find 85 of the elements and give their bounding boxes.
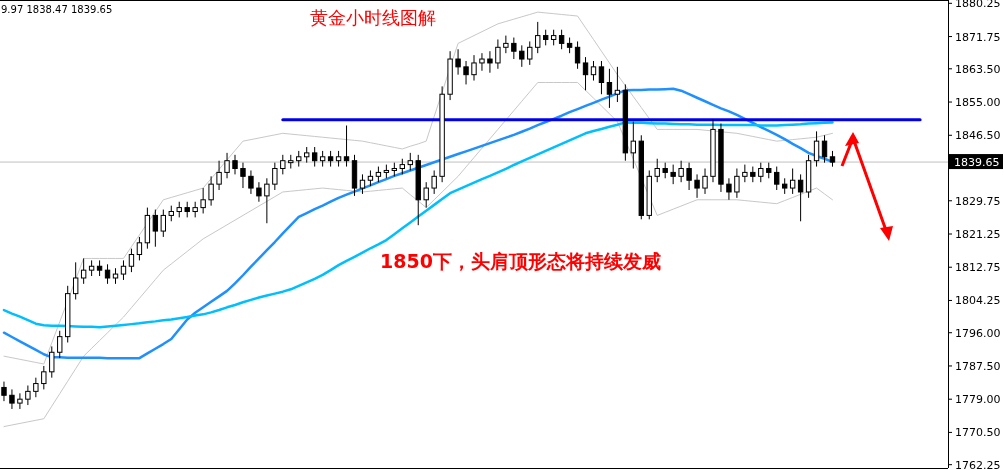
candlestick bbox=[535, 21, 541, 54]
candlestick bbox=[463, 60, 469, 85]
candlestick bbox=[487, 50, 493, 74]
candlestick bbox=[264, 177, 270, 224]
candlestick bbox=[511, 37, 517, 60]
candlestick bbox=[128, 248, 135, 273]
y-tick-label: 1762.25 bbox=[955, 458, 1001, 470]
candlestick bbox=[49, 345, 55, 379]
candlestick bbox=[742, 164, 748, 183]
y-tick-label: 1804.25 bbox=[955, 294, 1001, 308]
candlestick bbox=[240, 162, 246, 189]
y-tick-label: 1871.75 bbox=[955, 30, 1001, 44]
candlestick bbox=[232, 154, 238, 175]
candlestick bbox=[758, 162, 764, 183]
y-tick-label: 1787.50 bbox=[955, 359, 1001, 373]
candlestick bbox=[678, 160, 684, 183]
candlestick bbox=[80, 257, 87, 285]
candlestick bbox=[471, 54, 477, 82]
candlestick bbox=[630, 121, 637, 170]
candlestick bbox=[702, 168, 708, 195]
candlestick bbox=[590, 60, 597, 82]
candlestick bbox=[558, 29, 565, 50]
candlestick bbox=[821, 134, 828, 164]
candlestick bbox=[774, 166, 780, 191]
candlestick bbox=[734, 168, 740, 199]
candlestick bbox=[455, 48, 461, 76]
y-tick-label: 1880.25 bbox=[955, 0, 1001, 11]
y-tick-label: 1821.25 bbox=[955, 228, 1001, 241]
candlestick bbox=[694, 173, 700, 199]
candlestick bbox=[256, 181, 262, 203]
candlestick bbox=[200, 187, 206, 214]
candlestick bbox=[582, 56, 589, 91]
candlestick bbox=[431, 169, 437, 195]
candlestick bbox=[280, 154, 286, 175]
candlestick bbox=[726, 177, 732, 201]
y-tick-label: 1812.75 bbox=[955, 261, 1001, 275]
candlestick bbox=[606, 68, 613, 109]
line-series bbox=[2, 121, 834, 329]
candlestick bbox=[272, 162, 278, 191]
candlestick bbox=[248, 169, 254, 195]
annotation: 9.97 1838.47 1839.65 bbox=[1, 4, 113, 15]
y-tick-label: 1855.00 bbox=[955, 96, 1001, 110]
candlestick bbox=[160, 209, 166, 238]
candlestick bbox=[120, 259, 127, 281]
candlestick bbox=[686, 162, 692, 191]
candlestick bbox=[654, 158, 660, 183]
y-tick-label: 1846.50 bbox=[955, 129, 1001, 143]
candlestick bbox=[503, 35, 509, 54]
y-tick-label: 1796.00 bbox=[955, 326, 1001, 340]
candlestick bbox=[1, 381, 7, 402]
y-tick-label: 1779.00 bbox=[955, 393, 1001, 407]
candlestick bbox=[670, 164, 676, 185]
candlestick bbox=[152, 209, 159, 248]
candlestick bbox=[216, 160, 222, 191]
candlestick bbox=[495, 38, 501, 70]
candlestick bbox=[519, 44, 525, 68]
candlestick bbox=[813, 130, 820, 168]
candlestick bbox=[9, 388, 15, 410]
y-tick-label: 1829.75 bbox=[955, 194, 1001, 208]
ref-line-label: 1839.65 bbox=[954, 156, 1000, 170]
candlestick bbox=[359, 173, 366, 195]
candlestick bbox=[41, 365, 47, 390]
candlestick bbox=[17, 392, 23, 410]
candlestick bbox=[136, 236, 143, 261]
y-tick-label: 1863.50 bbox=[955, 62, 1001, 76]
chart-title: 黄金小时线图解 bbox=[310, 7, 436, 28]
y-tick-label: 1770.50 bbox=[955, 426, 1001, 440]
candlestick bbox=[789, 168, 796, 195]
candlestick bbox=[311, 146, 318, 168]
candlestick bbox=[57, 330, 63, 359]
candlestick bbox=[527, 40, 533, 66]
candlestick bbox=[224, 152, 230, 179]
annotation: 1850下，头肩顶形态将持续发威 bbox=[380, 250, 661, 272]
candlestick bbox=[104, 263, 111, 285]
candlestick bbox=[343, 125, 350, 168]
candlestick bbox=[25, 385, 31, 406]
candlestick bbox=[72, 261, 79, 300]
candlestick bbox=[614, 66, 621, 103]
candlestick bbox=[797, 173, 804, 222]
candlestick bbox=[33, 377, 39, 398]
candlestick bbox=[574, 40, 581, 70]
candlestick bbox=[208, 175, 214, 207]
candlestick bbox=[479, 52, 485, 72]
candlestick bbox=[598, 60, 605, 95]
candlestick bbox=[423, 181, 429, 209]
